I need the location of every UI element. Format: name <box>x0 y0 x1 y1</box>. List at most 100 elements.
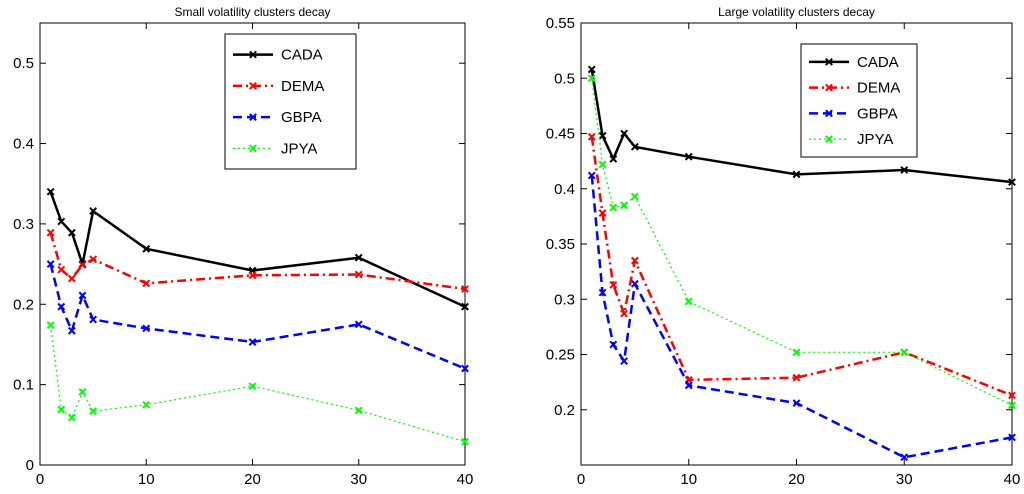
data-point <box>78 387 87 396</box>
y-tick-label: 0.1 <box>13 377 34 394</box>
x-tick-label: 0 <box>36 471 44 488</box>
data-point <box>67 326 76 335</box>
series-gbpa <box>46 260 469 373</box>
series-line <box>49 263 466 370</box>
legend-label: CADA <box>281 47 323 64</box>
legend-entry-dema: DEMA <box>809 80 900 97</box>
data-point <box>89 315 98 324</box>
legend-label: JPYA <box>281 140 317 157</box>
legend-label: JPYA <box>857 131 893 148</box>
data-point <box>89 255 98 264</box>
y-tick-label: 0.4 <box>554 181 575 198</box>
x-tick-label: 10 <box>680 471 697 488</box>
chart-2: Large volatility clusters decay 0 10 20 30 40… <box>546 5 1021 488</box>
data-point <box>67 413 76 422</box>
x-tick-label: 0 <box>577 471 585 488</box>
legend-label: CADA <box>857 54 899 71</box>
legend-label: DEMA <box>281 78 324 95</box>
y-tick-label: 0.5 <box>13 55 34 72</box>
chart-title: Small volatility clusters decay <box>174 5 330 19</box>
legend-marker <box>825 83 833 92</box>
data-point <box>142 324 151 333</box>
data-point <box>46 228 55 237</box>
axes-frame <box>39 22 466 466</box>
data-point <box>684 297 693 306</box>
legend-marker <box>249 113 257 122</box>
legend-marker <box>825 109 833 118</box>
data-point <box>1008 391 1016 400</box>
y-tick-label: 0.35 <box>546 236 575 253</box>
data-point <box>1008 433 1016 442</box>
data-point <box>598 288 607 297</box>
series-cada <box>46 187 469 311</box>
data-point <box>354 253 363 262</box>
legend-entry-gbpa: GBPA <box>809 105 898 122</box>
data-point <box>461 302 469 311</box>
legend-marker <box>249 50 257 59</box>
y-tick-label: 0.2 <box>554 402 575 419</box>
data-point <box>598 160 607 169</box>
data-point <box>354 320 363 329</box>
series-cada <box>587 65 1016 187</box>
series-line <box>49 191 466 308</box>
data-point <box>248 271 257 280</box>
data-point <box>792 399 801 408</box>
data-point <box>587 132 596 141</box>
data-point <box>900 166 909 174</box>
series-gbpa <box>587 171 1016 462</box>
data-point <box>609 280 618 289</box>
data-point <box>609 203 618 212</box>
x-tick-label: 30 <box>896 471 913 488</box>
data-point <box>354 406 363 415</box>
series-jpya <box>46 321 469 446</box>
data-point <box>1008 401 1016 410</box>
series-line <box>49 232 466 291</box>
data-point <box>792 373 801 382</box>
data-point <box>57 405 66 414</box>
data-point <box>598 209 607 217</box>
x-tick-label: 20 <box>788 471 805 488</box>
data-point <box>46 321 55 330</box>
series-jpya <box>587 74 1016 410</box>
x-tick-label: 10 <box>138 471 155 488</box>
data-point <box>587 74 596 83</box>
data-point <box>46 187 55 196</box>
legend-box <box>224 33 357 170</box>
data-point <box>142 244 151 253</box>
data-point <box>900 348 909 357</box>
legend-label: GBPA <box>281 109 322 126</box>
data-point <box>630 279 639 288</box>
data-point <box>57 265 66 274</box>
data-point <box>142 279 151 288</box>
data-point <box>248 338 257 346</box>
data-point <box>354 270 363 279</box>
data-point <box>587 171 596 180</box>
chart-1: Small volatility clusters decay 0 10 20 30 40… <box>13 5 473 488</box>
data-point <box>67 228 76 237</box>
data-point <box>620 309 629 318</box>
data-point <box>598 131 607 140</box>
data-point <box>57 217 66 226</box>
data-point <box>620 201 629 210</box>
legend-label: GBPA <box>857 105 898 122</box>
y-tick-label: 0.3 <box>13 216 34 233</box>
x-tick-label: 40 <box>457 471 474 488</box>
data-point <box>620 357 629 366</box>
legend: CADA DEMA GBPA JPYA <box>224 33 357 170</box>
y-tick-label: 0 <box>26 457 34 474</box>
series-dema <box>46 228 469 293</box>
chart-title: Large volatility clusters decay <box>718 5 875 19</box>
y-tick-label: 0.25 <box>546 347 575 364</box>
data-point <box>78 260 87 269</box>
data-point <box>587 65 596 74</box>
x-tick-label: 30 <box>350 471 367 488</box>
legend-marker <box>825 135 833 144</box>
data-point <box>461 285 469 293</box>
data-point <box>792 348 801 357</box>
data-point <box>684 381 693 390</box>
data-point <box>630 142 639 151</box>
y-tick-label: 0.55 <box>546 15 575 32</box>
data-point <box>67 274 76 283</box>
data-point <box>1008 178 1016 187</box>
